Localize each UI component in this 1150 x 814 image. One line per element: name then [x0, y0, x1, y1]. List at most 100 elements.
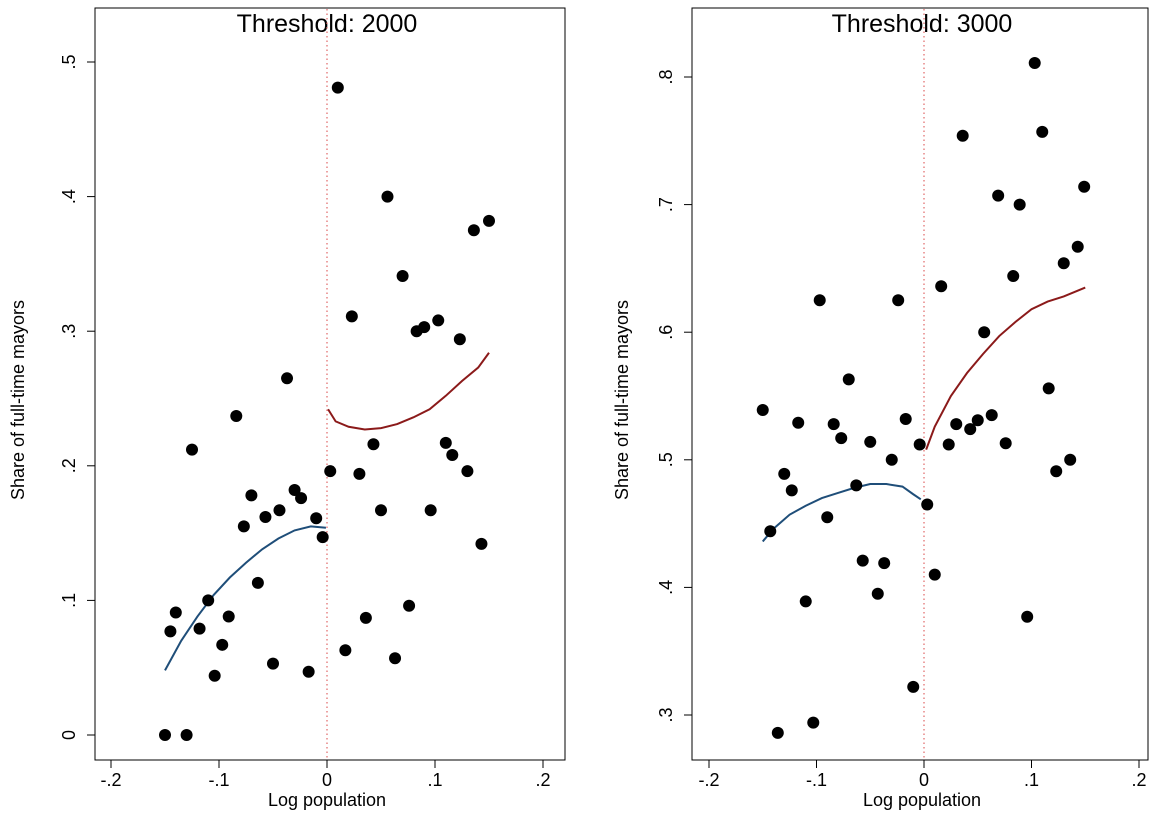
- x-tick-label: .1: [1024, 770, 1039, 790]
- x-axis-label: Log population: [268, 790, 386, 810]
- data-point: [913, 438, 926, 451]
- data-point: [439, 436, 452, 449]
- data-point: [942, 438, 955, 451]
- data-point: [375, 504, 387, 517]
- data-point: [475, 537, 488, 550]
- data-point: [864, 435, 877, 448]
- data-point: [389, 652, 402, 665]
- data-point: [169, 606, 182, 619]
- data-point: [1071, 240, 1084, 253]
- data-point: [1064, 453, 1077, 466]
- data-point: [764, 525, 777, 538]
- plot-frame: [691, 7, 1149, 761]
- data-point: [316, 531, 329, 544]
- x-tick-label: .2: [535, 770, 550, 790]
- data-point: [230, 409, 243, 422]
- data-point: [310, 512, 323, 525]
- data-point: [850, 479, 863, 492]
- data-point: [899, 412, 912, 425]
- x-tick-label: -.1: [208, 770, 229, 790]
- data-point: [288, 484, 301, 497]
- x-tick-label: .1: [427, 770, 442, 790]
- x-tick-label: .2: [1131, 770, 1146, 790]
- data-point: [186, 443, 198, 456]
- fit-line-right: [327, 352, 490, 431]
- data-points: [756, 56, 1091, 739]
- y-tick-label: .1: [59, 593, 79, 608]
- axis-ticks: [684, 76, 1140, 768]
- data-point: [273, 504, 286, 517]
- data-point: [302, 665, 315, 678]
- data-point: [359, 611, 372, 624]
- y-tick-label: .4: [59, 189, 79, 204]
- data-point: [1036, 125, 1049, 138]
- data-point: [453, 333, 466, 346]
- data-point: [331, 81, 344, 94]
- data-point: [950, 418, 963, 431]
- data-point: [353, 467, 366, 480]
- data-point: [467, 224, 480, 237]
- data-point: [978, 326, 991, 339]
- data-point: [935, 280, 948, 293]
- data-point: [792, 416, 805, 429]
- data-point: [756, 404, 769, 417]
- data-point: [403, 599, 416, 612]
- data-point: [381, 190, 394, 203]
- x-tick-label: -.2: [100, 770, 121, 790]
- data-point: [159, 729, 171, 741]
- data-point: [245, 489, 258, 502]
- data-point: [813, 294, 826, 307]
- fit-line-right: [925, 286, 1086, 450]
- data-point: [778, 467, 791, 480]
- data-point: [1057, 257, 1070, 270]
- data-points: [159, 81, 495, 741]
- data-point: [164, 625, 177, 638]
- data-point: [237, 520, 250, 533]
- data-point: [345, 310, 358, 323]
- x-tick-label: 0: [919, 770, 929, 790]
- x-tick-label: 0: [322, 770, 332, 790]
- data-point: [878, 557, 891, 570]
- data-point: [835, 432, 848, 445]
- data-point: [921, 498, 934, 511]
- y-tick-label: 0: [59, 730, 79, 740]
- data-point: [251, 576, 264, 589]
- data-point: [281, 372, 294, 385]
- data-point: [446, 449, 459, 462]
- data-point: [1028, 56, 1041, 69]
- x-tick-label: -.2: [698, 770, 719, 790]
- y-axis-label: Share of full-time mayors: [8, 300, 28, 500]
- data-point: [202, 594, 215, 607]
- data-point: [956, 129, 969, 142]
- data-point: [418, 321, 431, 334]
- y-axis-label: Share of full-time mayors: [612, 300, 632, 500]
- data-point: [396, 270, 409, 283]
- data-point: [971, 414, 984, 427]
- y-tick-label: .8: [656, 69, 676, 84]
- data-point: [432, 314, 445, 327]
- data-point: [1042, 382, 1055, 395]
- data-point: [992, 189, 1005, 202]
- data-point: [856, 554, 869, 567]
- x-axis-label: Log population: [863, 790, 981, 810]
- y-tick-label: .2: [59, 458, 79, 473]
- data-point: [827, 418, 840, 431]
- data-point: [180, 729, 193, 741]
- data-point: [208, 669, 221, 682]
- data-point: [259, 510, 272, 523]
- data-point: [907, 680, 920, 693]
- fit-line-left: [761, 483, 922, 543]
- data-point: [216, 638, 229, 651]
- y-tick-label: .6: [656, 325, 676, 340]
- data-point: [1007, 270, 1020, 283]
- data-point: [483, 214, 495, 227]
- data-point: [871, 587, 884, 600]
- data-point: [964, 423, 977, 436]
- y-tick-label: .3: [59, 324, 79, 339]
- data-point: [461, 465, 474, 478]
- tick-labels: -.2 -.1 0 .1 .2 0 .1 .2 .3 .4 .5: [59, 54, 551, 790]
- panel-threshold-2000: Threshold: 2000 -.2 -.1 0.1.20.1.2.3.4.5 L…: [8, 7, 566, 810]
- y-tick-label: .4: [656, 580, 676, 595]
- data-point: [324, 465, 337, 478]
